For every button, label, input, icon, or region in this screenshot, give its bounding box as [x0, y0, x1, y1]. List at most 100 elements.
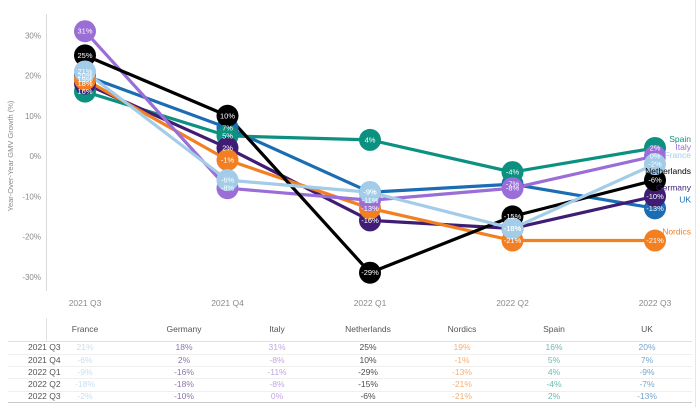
- y-tick-label: -30%: [22, 273, 41, 282]
- table-cell-spain-2022-q2[interactable]: -4%: [546, 379, 562, 390]
- table-cell-italy-2021-q3[interactable]: 31%: [268, 342, 286, 353]
- x-axis-label: 2022 Q3: [639, 298, 672, 308]
- row-header-2021-q3[interactable]: 2021 Q3: [28, 342, 61, 353]
- series-label-nordics: Nordics: [662, 227, 691, 237]
- table-cell-germany-2022-q3[interactable]: -10%: [174, 391, 194, 402]
- mark-label: -8%: [221, 184, 235, 193]
- row-header-2022-q3[interactable]: 2022 Q3: [28, 391, 61, 402]
- table-cell-netherlands-2021-q3[interactable]: 25%: [359, 342, 377, 353]
- column-header-nordics[interactable]: Nordics: [447, 324, 477, 334]
- mark-label: -11%: [362, 196, 379, 205]
- column-header-uk[interactable]: UK: [641, 324, 653, 334]
- mark-netherlands-2022 Q3[interactable]: [644, 169, 666, 192]
- mark-label: -2%: [648, 160, 662, 169]
- mark-label: -8%: [506, 184, 520, 193]
- table-cell-france-2022-q1[interactable]: -9%: [77, 367, 93, 377]
- table-cell-germany-2021-q3[interactable]: 18%: [175, 342, 193, 353]
- table-cell-nordics-2022-q1[interactable]: -13%: [452, 367, 472, 377]
- mark-spain-2022 Q2[interactable]: [501, 161, 524, 184]
- table-cell-italy-2022-q1[interactable]: -11%: [267, 367, 287, 377]
- x-axis-label: 2021 Q4: [211, 298, 244, 308]
- series-line-italy: [83, 29, 657, 202]
- mark-label: 21%: [77, 67, 92, 76]
- table-cell-nordics-2022-q3[interactable]: -21%: [452, 391, 472, 402]
- x-axis-label: 2022 Q2: [496, 298, 529, 308]
- mark-label: -13%: [361, 204, 379, 213]
- y-tick-label: 30%: [25, 31, 41, 40]
- table-cell-france-2022-q2[interactable]: -18%: [75, 379, 95, 390]
- y-tick-label: 20%: [25, 72, 41, 81]
- table-cell-france-2021-q4[interactable]: -6%: [77, 354, 93, 365]
- table-cell-uk-2021-q3[interactable]: 20%: [638, 342, 656, 353]
- table-cell-spain-2022-q3[interactable]: 2%: [547, 391, 561, 402]
- mark-italy-2021 Q3[interactable]: [74, 20, 96, 43]
- y-tick-label: -10%: [22, 192, 41, 201]
- mark-nordics-2022 Q3[interactable]: [644, 229, 666, 252]
- mark-netherlands-2022 Q1[interactable]: [359, 261, 381, 284]
- table-cell-germany-2022-q1[interactable]: -16%: [174, 367, 194, 377]
- table-cell-spain-2021-q4[interactable]: 5%: [547, 354, 561, 365]
- mark-label: -21%: [504, 236, 522, 245]
- mark-france-2022 Q1[interactable]: [359, 181, 381, 204]
- mark-germany-2022 Q3[interactable]: [644, 185, 666, 208]
- table-cell-uk-2021-q4[interactable]: 7%: [640, 354, 654, 365]
- data-table: France Germany Italy Netherlands Nordics Spai…: [0, 312, 695, 407]
- mark-label: -10%: [646, 192, 664, 201]
- table-cell-nordics-2022-q2[interactable]: -21%: [452, 379, 472, 390]
- column-header-france[interactable]: France: [71, 324, 99, 334]
- mark-nordics-2021 Q4[interactable]: [216, 149, 239, 172]
- table-cell-netherlands-2022-q2[interactable]: -15%: [358, 379, 378, 390]
- y-tick-label: 10%: [25, 112, 41, 121]
- table-cell-france-2021-q3[interactable]: 21%: [76, 342, 94, 353]
- mark-netherlands-2021 Q3[interactable]: [74, 44, 96, 67]
- table-cell-italy-2021-q4[interactable]: -8%: [269, 354, 285, 365]
- table-cell-spain-2021-q3[interactable]: 16%: [545, 342, 563, 353]
- row-divider: [8, 390, 692, 392]
- table-cell-italy-2022-q3[interactable]: 0%: [270, 391, 284, 402]
- table-cell-netherlands-2022-q1[interactable]: -29%: [358, 367, 378, 377]
- table-cell-france-2022-q3[interactable]: -2%: [77, 391, 93, 402]
- row-divider: [8, 353, 692, 355]
- column-header-germany[interactable]: Germany: [166, 324, 202, 334]
- table-cell-netherlands-2021-q4[interactable]: 10%: [359, 354, 377, 365]
- mark-italy-2022 Q2[interactable]: [501, 177, 524, 200]
- mark-label: -13%: [646, 204, 664, 213]
- table-cell-uk-2022-q2[interactable]: -7%: [639, 379, 655, 390]
- series-label-spain: Spain: [669, 134, 691, 144]
- table-cell-italy-2022-q2[interactable]: -8%: [269, 379, 285, 390]
- row-header-2022-q2[interactable]: 2022 Q2: [28, 379, 61, 390]
- mark-label: -6%: [221, 176, 235, 185]
- mark-label: 31%: [77, 27, 92, 36]
- column-header-italy[interactable]: Italy: [269, 324, 285, 334]
- y-tick-label: -20%: [22, 233, 41, 242]
- mark-label: 10%: [220, 111, 235, 120]
- mark-france-2022 Q2[interactable]: [501, 217, 524, 240]
- row-header-2022-q1[interactable]: 2022 Q1: [28, 367, 61, 377]
- mark-spain-2022 Q1[interactable]: [359, 128, 381, 151]
- mark-france-2022 Q3[interactable]: [644, 153, 666, 176]
- series-label-uk: UK: [679, 194, 691, 204]
- mark-france-2021 Q4[interactable]: [216, 169, 239, 192]
- mark-label: -29%: [361, 268, 379, 277]
- mark-label: 7%: [222, 123, 233, 132]
- mark-netherlands-2021 Q4[interactable]: [216, 104, 239, 127]
- column-header-netherlands[interactable]: Netherlands: [345, 324, 391, 334]
- column-header-spain[interactable]: Spain: [543, 324, 565, 334]
- mark-label: 5%: [222, 131, 233, 140]
- table-cell-nordics-2021-q4[interactable]: -1%: [454, 354, 470, 365]
- table-cell-germany-2021-q4[interactable]: 2%: [177, 354, 191, 365]
- mark-label: 19%: [77, 75, 92, 84]
- table-cell-uk-2022-q1[interactable]: -9%: [639, 367, 655, 377]
- header-underline: [8, 341, 692, 342]
- table-cell-spain-2022-q1[interactable]: 4%: [547, 367, 561, 377]
- table-cell-netherlands-2022-q3[interactable]: -6%: [360, 391, 376, 402]
- mark-france-2021 Q3[interactable]: [74, 60, 96, 83]
- row-header-2021-q4[interactable]: 2021 Q4: [28, 354, 61, 365]
- mark-label: 2%: [650, 143, 661, 152]
- mark-label: 18%: [77, 79, 92, 88]
- table-cell-uk-2022-q3[interactable]: -13%: [637, 391, 657, 402]
- table-cell-germany-2022-q2[interactable]: -18%: [174, 379, 194, 390]
- table-cell-nordics-2021-q3[interactable]: 19%: [453, 342, 471, 353]
- mark-label: -7%: [506, 180, 520, 189]
